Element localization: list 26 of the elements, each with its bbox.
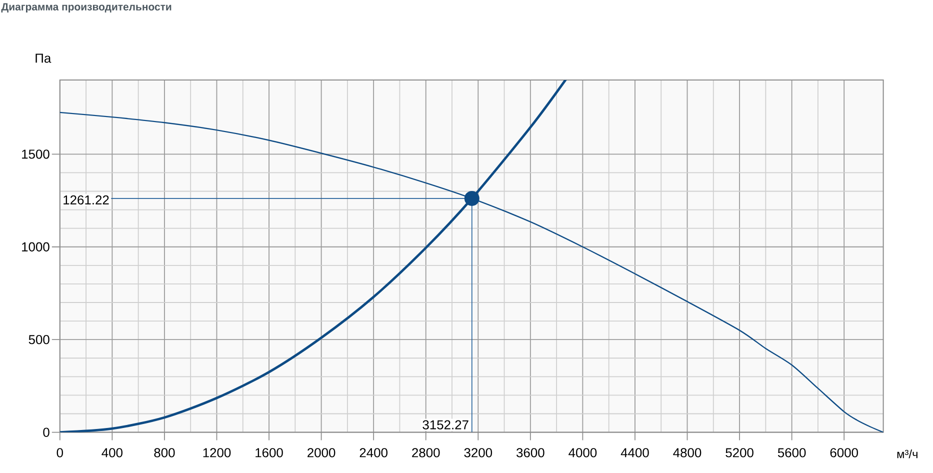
x-tick-label: 4800 xyxy=(673,448,702,458)
x-tick-label: 3600 xyxy=(516,448,544,458)
ref-line-label: 3152.27 xyxy=(422,420,468,430)
y-tick-label: 1000 xyxy=(22,242,50,252)
x-tick-label: 400 xyxy=(102,448,122,458)
x-tick-label: 2000 xyxy=(308,448,336,458)
x-tick-label: 800 xyxy=(154,448,175,458)
x-tick-label: 3200 xyxy=(464,448,492,458)
x-axis-title: м³/ч xyxy=(897,450,918,458)
y-axis-title: Па xyxy=(36,54,52,63)
y-tick-label: 500 xyxy=(28,335,50,344)
y-tick-label: 1500 xyxy=(22,150,50,159)
x-tick-label: 0 xyxy=(56,448,63,458)
x-tick-label: 6000 xyxy=(830,448,858,458)
x-tick-label: 5600 xyxy=(778,448,806,458)
x-tick-label: 1600 xyxy=(256,448,283,458)
ref-line-label: 1261.22 xyxy=(64,195,109,205)
x-tick-label: 5200 xyxy=(726,448,754,458)
x-tick-label: 4400 xyxy=(620,448,649,458)
x-tick-label: 2400 xyxy=(360,448,388,458)
x-tick-label: 1200 xyxy=(203,448,231,458)
chart-title: Диаграмма производительности xyxy=(1,3,172,13)
x-tick-label: 4000 xyxy=(568,448,597,458)
x-tick-label: 2800 xyxy=(412,448,440,458)
line-series xyxy=(60,80,567,432)
y-tick-label: 0 xyxy=(43,428,50,437)
